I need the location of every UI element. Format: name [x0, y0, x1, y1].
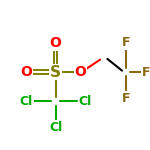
Text: Cl: Cl	[78, 95, 91, 108]
Text: O: O	[74, 65, 86, 79]
Text: F: F	[142, 66, 150, 79]
Text: S: S	[50, 65, 61, 80]
Text: Cl: Cl	[49, 121, 62, 134]
Text: Cl: Cl	[20, 95, 33, 108]
Text: O: O	[20, 65, 32, 79]
Text: O: O	[50, 36, 62, 50]
Text: F: F	[121, 36, 130, 49]
Text: F: F	[121, 92, 130, 105]
